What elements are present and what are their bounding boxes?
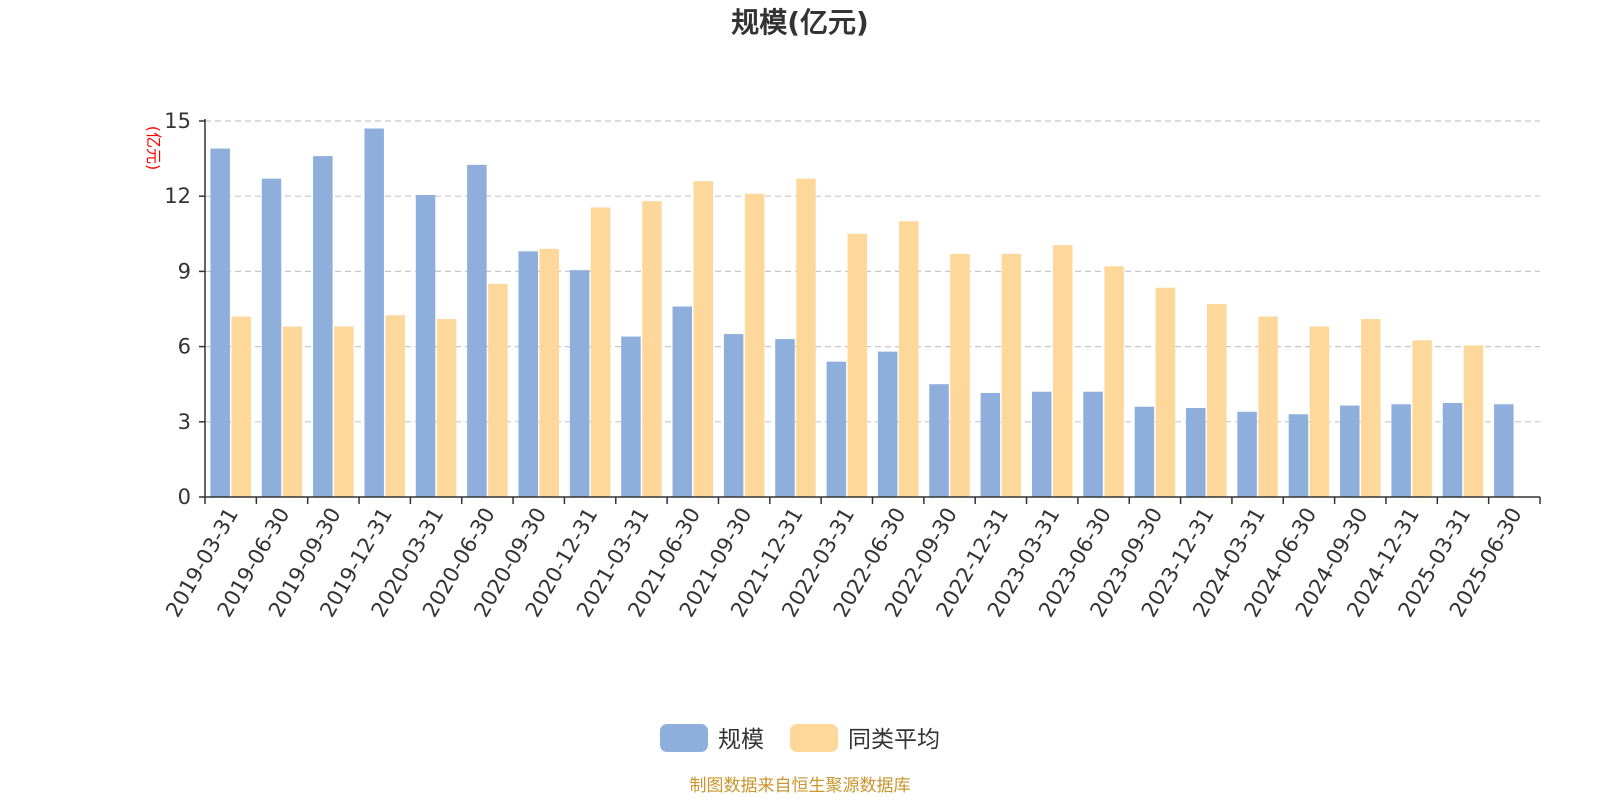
bar-peer-average bbox=[282, 326, 303, 497]
bar-scale bbox=[1391, 404, 1411, 497]
bar-scale bbox=[518, 251, 538, 497]
y-tick-label: 6 bbox=[178, 335, 191, 359]
bar-scale bbox=[723, 334, 744, 497]
x-tick-labels: 2019-03-312019-06-302019-09-302019-12-31… bbox=[161, 504, 1526, 622]
bar-scale bbox=[621, 336, 641, 497]
y-tick-label: 12 bbox=[164, 184, 191, 208]
bar-scale bbox=[929, 384, 949, 497]
bar-scale bbox=[1237, 411, 1257, 497]
bar-scale bbox=[1442, 403, 1463, 497]
bar-peer-average bbox=[1052, 245, 1073, 497]
bar-scale bbox=[415, 194, 436, 498]
bar-peer-average bbox=[334, 326, 354, 497]
bar-scale bbox=[1288, 414, 1309, 497]
bar-scale bbox=[364, 128, 384, 497]
y-tick-labels: 0 3 6 9 12 15 bbox=[164, 109, 191, 509]
bar-peer-average bbox=[1207, 303, 1227, 497]
bar-peer-average bbox=[1001, 253, 1022, 497]
chart-title: 规模(亿元) bbox=[731, 6, 869, 39]
axes bbox=[199, 119, 1541, 504]
y-axis-unit: (亿元) bbox=[144, 126, 163, 171]
bar-scale bbox=[569, 270, 590, 497]
bar-peer-average bbox=[1361, 319, 1381, 497]
bar-peer-average bbox=[385, 315, 405, 497]
y-tick-label: 0 bbox=[178, 485, 191, 509]
bar-peer-average bbox=[847, 233, 868, 498]
bar-peer-average bbox=[796, 178, 816, 498]
bar-scale bbox=[1186, 408, 1206, 497]
bar-peer-average bbox=[744, 193, 765, 497]
bar-peer-average bbox=[436, 319, 457, 497]
bars-group bbox=[210, 128, 1514, 498]
bar-peer-average bbox=[1155, 287, 1176, 497]
y-tick-label: 9 bbox=[178, 259, 191, 283]
source-note: 制图数据来自恒生聚源数据库 bbox=[690, 776, 911, 796]
bar-peer-average bbox=[1412, 340, 1432, 497]
bar-peer-average bbox=[1309, 326, 1330, 497]
y-tick-label: 15 bbox=[164, 109, 191, 133]
bar-peer-average bbox=[488, 283, 508, 497]
bar-peer-average bbox=[1258, 316, 1278, 497]
bar-scale bbox=[1083, 391, 1103, 497]
bar-peer-average bbox=[539, 248, 559, 497]
bar-scale bbox=[313, 156, 333, 498]
bar-peer-average bbox=[642, 201, 662, 498]
bar-scale bbox=[672, 306, 693, 497]
bar-peer-average bbox=[1463, 345, 1484, 497]
y-tick-label: 3 bbox=[178, 410, 191, 434]
bar-scale bbox=[261, 178, 282, 498]
bar-scale bbox=[1031, 391, 1052, 497]
bar-peer-average bbox=[231, 316, 251, 497]
bar-scale bbox=[1340, 405, 1360, 497]
bar-scale bbox=[826, 361, 847, 497]
bar-scale bbox=[210, 148, 230, 497]
legend-label: 规模 bbox=[718, 727, 764, 753]
bar-peer-average bbox=[590, 207, 611, 498]
bar-scale bbox=[980, 392, 1001, 497]
legend-label: 同类平均 bbox=[848, 727, 940, 753]
legend-swatch bbox=[660, 724, 708, 752]
bar-scale bbox=[1494, 404, 1514, 497]
bar-scale bbox=[877, 351, 898, 497]
bar-peer-average bbox=[1104, 266, 1124, 497]
bar-peer-average bbox=[898, 221, 919, 497]
bar-peer-average bbox=[950, 253, 970, 497]
legend-swatch bbox=[790, 724, 838, 752]
bar-scale bbox=[1134, 406, 1155, 497]
legend: 规模 同类平均 bbox=[660, 724, 940, 753]
grid-lines bbox=[205, 120, 1540, 423]
bar-scale bbox=[775, 339, 795, 497]
bar-scale bbox=[467, 164, 487, 497]
bar-peer-average bbox=[693, 181, 714, 497]
